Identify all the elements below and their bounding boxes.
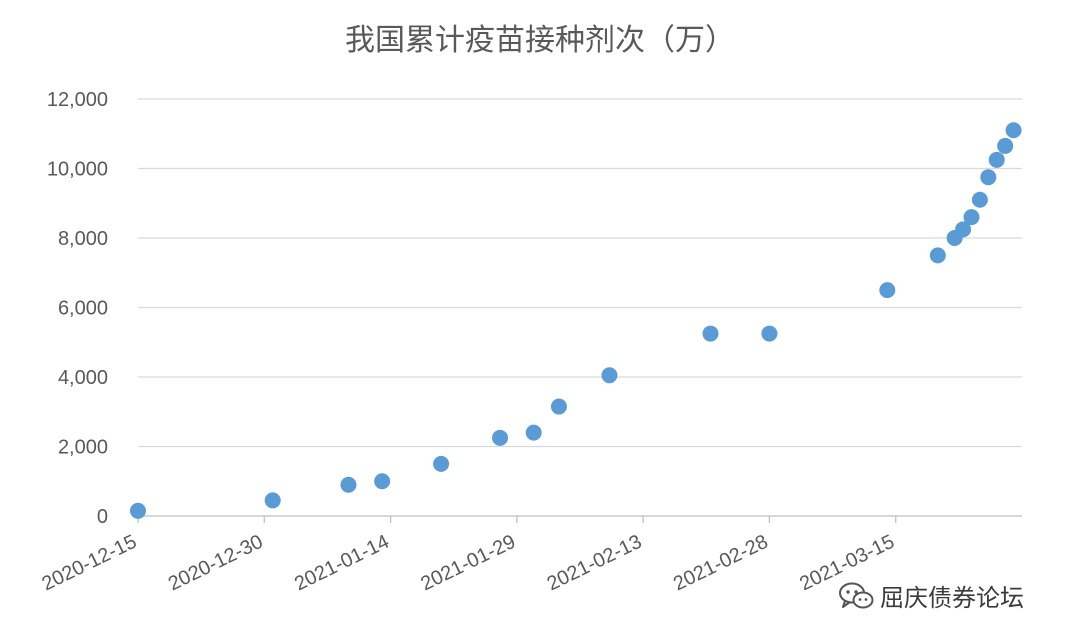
chart-title: 我国累计疫苗接种剂次（万） (345, 23, 735, 58)
wechat-icon (838, 581, 874, 611)
data-point (997, 137, 1014, 154)
watermark: 屈庆债券论坛 (836, 578, 1026, 613)
x-tick-label: 2021-01-29 (417, 531, 519, 596)
y-tick-label: 10,000 (47, 159, 108, 181)
data-point (988, 151, 1005, 168)
data-point (761, 325, 778, 342)
data-point (264, 492, 281, 509)
data-point (1005, 122, 1022, 139)
data-point (879, 282, 896, 299)
y-axis-tick-labels: 0 2,000 4,000 6,000 8,000 10,000 12,000 (47, 89, 108, 528)
y-tick-label: 0 (97, 506, 108, 528)
y-tick-label: 8,000 (58, 228, 108, 250)
data-point (492, 429, 509, 446)
y-tick-label: 6,000 (58, 298, 108, 320)
data-point (130, 502, 146, 519)
data-point (963, 209, 980, 226)
data-points (130, 122, 1022, 519)
data-point (929, 247, 946, 264)
data-point (980, 169, 997, 186)
data-point (955, 221, 972, 238)
x-axis-tick-labels: 2020-12-15 2020-12-30 2021-01-14 2021-01-29… (39, 531, 898, 596)
gridlines (138, 98, 1022, 448)
x-tick-label: 2021-01-14 (291, 531, 393, 596)
data-point (433, 455, 450, 472)
x-tick-label: 2020-12-30 (165, 531, 267, 596)
y-tick-label: 12,000 (47, 89, 108, 111)
y-tick-label: 2,000 (58, 437, 108, 459)
y-tick-label: 4,000 (58, 367, 108, 389)
data-point (374, 473, 391, 490)
x-axis (137, 515, 1022, 523)
data-point (525, 424, 542, 441)
data-point (340, 476, 357, 493)
x-tick-label: 2020-12-15 (39, 531, 141, 596)
data-point (971, 191, 988, 208)
watermark-text: 屈庆债券论坛 (880, 584, 1024, 612)
x-tick-label: 2021-02-13 (544, 531, 646, 596)
x-tick-label: 2021-02-28 (670, 531, 772, 596)
data-point (550, 398, 567, 415)
data-point (702, 325, 719, 342)
data-point (601, 367, 618, 384)
